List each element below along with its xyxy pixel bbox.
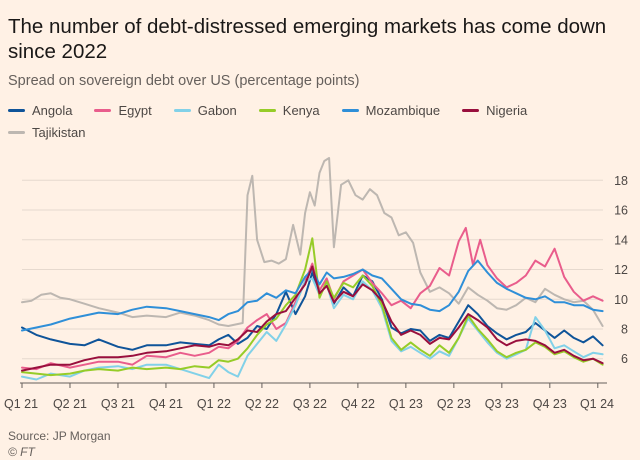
chart-title: The number of debt-distressed emerging m… (8, 15, 607, 63)
chart-subtitle: Spread on sovereign debt over US (percen… (8, 73, 360, 89)
legend: Angola Egypt Gabon Kenya Mozambique Nigeria Ta… (8, 102, 628, 140)
legend-item-egypt: Egypt (94, 102, 152, 118)
x-tick-label-5: Q2 22 (245, 397, 279, 411)
gridlines: 6 8 10 12 14 16 18 (22, 174, 628, 366)
y-tick-label-18: 18 (614, 174, 628, 188)
legend-swatch-kenya (258, 108, 276, 112)
y-tick-label-12: 12 (614, 263, 628, 277)
axes: Q1 21 Q2 21 Q3 21 Q4 21 Q1 22 Q2 22 Q3 22 Q4 22… (4, 382, 614, 411)
legend-item-gabon: Gabon (173, 102, 237, 118)
source-note: Source: JP Morgan (8, 429, 111, 443)
y-tick-label-10: 10 (614, 293, 628, 307)
x-tick-label-4: Q1 22 (197, 397, 231, 411)
series-lines (21, 157, 604, 381)
legend-label-gabon: Gabon (197, 102, 237, 118)
series-line-nigeria (21, 265, 604, 372)
x-tick-label-3: Q4 21 (149, 397, 183, 411)
legend-label-nigeria: Nigeria (486, 102, 528, 118)
x-tick-label-9: Q2 23 (437, 397, 471, 411)
x-tick-label-6: Q3 22 (293, 397, 327, 411)
x-tick-label-0: Q1 21 (4, 397, 38, 411)
series-line-angola (21, 271, 604, 351)
y-tick-label-16: 16 (614, 204, 628, 218)
legend-item-angola: Angola (8, 102, 72, 118)
legend-label-kenya: Kenya (282, 102, 320, 118)
legend-swatch-egypt (94, 108, 112, 112)
y-tick-label-8: 8 (621, 322, 628, 336)
x-tick-label-7: Q4 22 (341, 397, 375, 411)
legend-item-kenya: Kenya (258, 102, 320, 118)
legend-label-angola: Angola (32, 102, 73, 118)
credit-note: © FT (8, 445, 35, 459)
x-tick-label-11: Q4 23 (533, 397, 567, 411)
y-tick-label-6: 6 (621, 352, 628, 366)
legend-item-mozambique: Mozambique (341, 102, 441, 118)
legend-label-mozambique: Mozambique (365, 102, 441, 118)
legend-swatch-mozambique (341, 108, 359, 112)
series-line-gabon (21, 277, 604, 381)
series-line-tajikistan (21, 157, 604, 327)
series-line-mozambique (21, 259, 604, 332)
legend-label-egypt: Egypt (118, 102, 152, 118)
legend-swatch-tajikistan (8, 130, 25, 134)
legend-item-nigeria: Nigeria (462, 102, 527, 118)
legend-item-tajikistan: Tajikistan (8, 124, 85, 140)
x-tick-label-10: Q3 23 (485, 397, 519, 411)
legend-label-tajikistan: Tajikistan (32, 124, 86, 140)
series-line-kenya (21, 237, 604, 377)
legend-swatch-angola (8, 108, 25, 112)
legend-swatch-gabon (173, 108, 191, 112)
x-tick-label-12: Q1 24 (580, 397, 614, 411)
x-tick-label-1: Q2 21 (53, 397, 87, 411)
legend-swatch-nigeria (462, 108, 480, 112)
series-line-egypt (21, 226, 604, 371)
x-tick-label-8: Q1 23 (389, 397, 423, 411)
x-tick-label-2: Q3 21 (101, 397, 135, 411)
y-tick-label-14: 14 (614, 233, 628, 247)
